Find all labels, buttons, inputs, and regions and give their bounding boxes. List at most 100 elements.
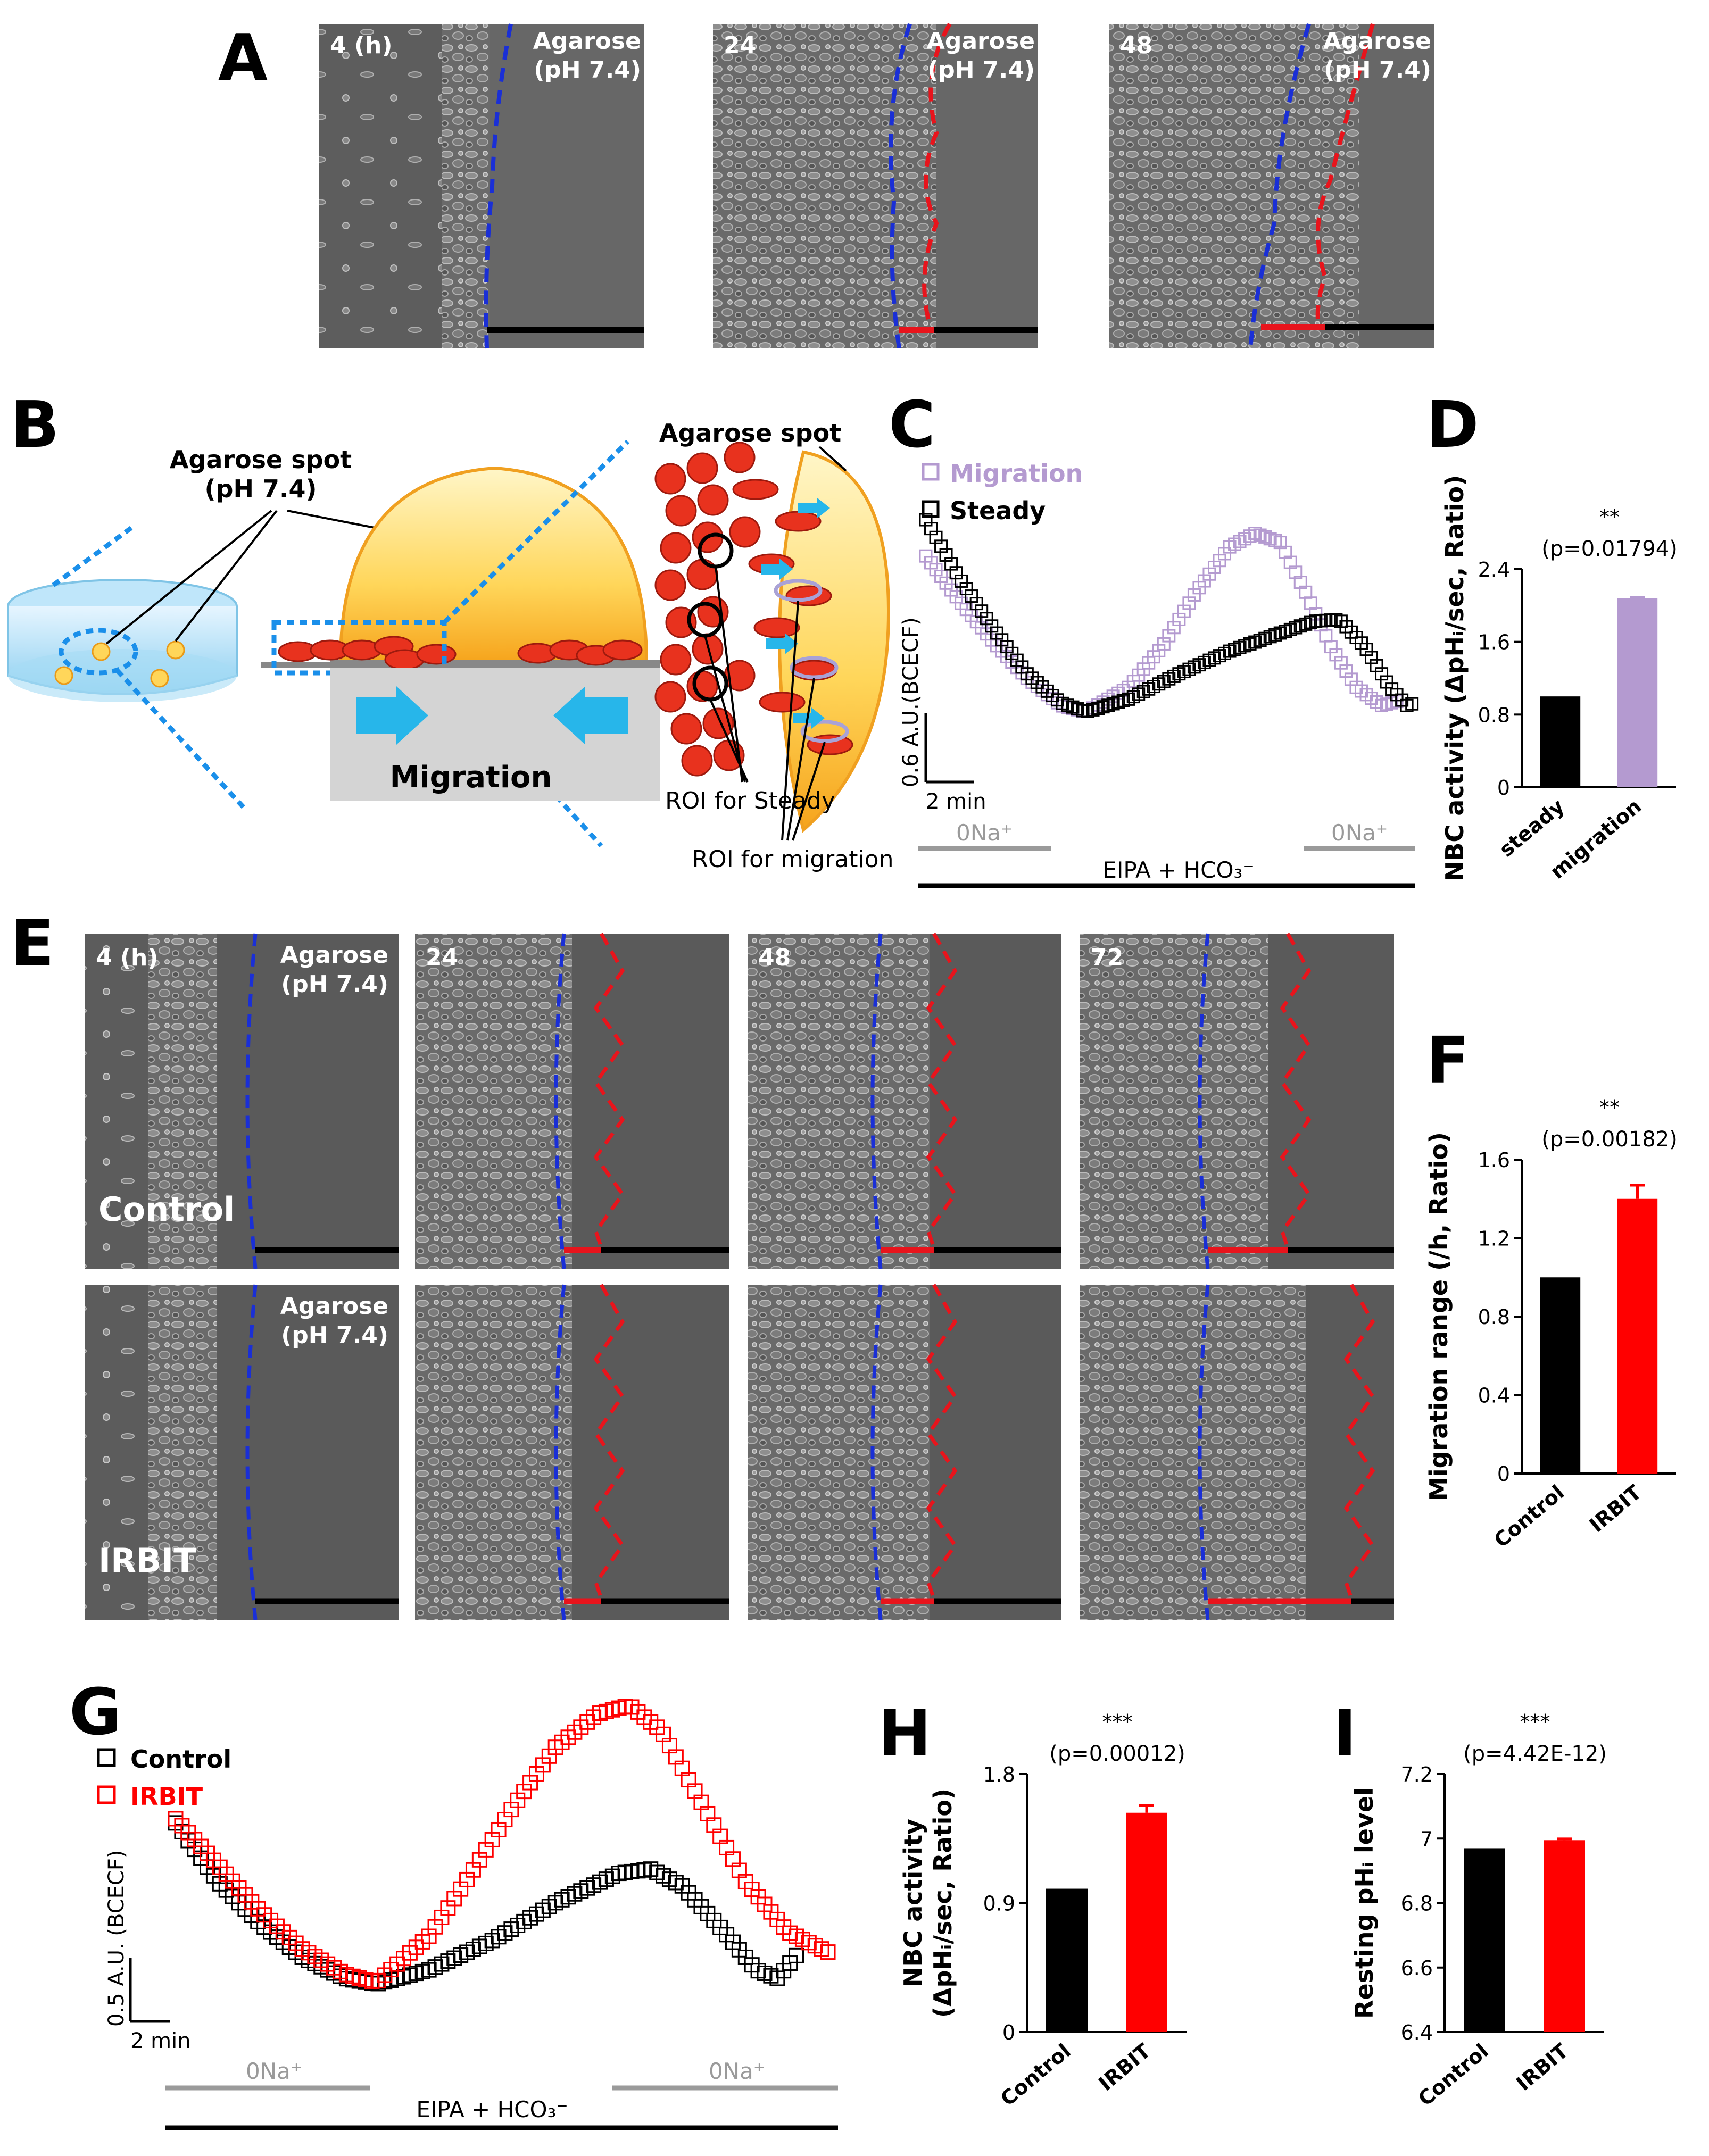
chart-h-significance: ***: [1102, 1710, 1133, 1734]
chart-i-ylabel: Resting pHᵢ level: [1350, 1787, 1379, 2019]
chart-c-legend-migration: Migration: [950, 459, 1083, 488]
chart-g-protocol-left: 0Na⁺: [246, 2058, 302, 2084]
panel-letter-f: F: [1426, 1024, 1470, 1098]
chart-f-ytick-label: 0.4: [1478, 1384, 1510, 1408]
panel-a-agarose-2: Agarose: [927, 28, 1035, 55]
chart-h-ytick-label: 1.8: [983, 1763, 1015, 1786]
chart-d-ytick-label: 2.4: [1478, 558, 1510, 581]
panel-e-cell-layer: [415, 1285, 572, 1620]
panel-e-timepoint: 4 (h): [96, 944, 158, 971]
panel-e-agarose-label: Agarose: [280, 942, 388, 969]
panel-e-timepoint: 24: [426, 944, 458, 971]
chart-f-ytick-label: 0.8: [1478, 1305, 1510, 1329]
chart-d-ylabel: NBC activity (ΔpHᵢ/sec, Ratio): [1440, 475, 1469, 881]
chart-i-ytick-label: 7.2: [1401, 1763, 1433, 1786]
chart-c-legend-steady: Steady: [950, 496, 1046, 525]
panel-e-cell-edge: [148, 934, 217, 1269]
panel-letter-i: I: [1333, 1697, 1357, 1771]
panel-letter-e: E: [11, 907, 54, 981]
panel-e-red-line: [1343, 1284, 1375, 1600]
panel-a-agarose-1: Agarose: [533, 28, 641, 55]
chart-h-bar-control: [1046, 1888, 1088, 2032]
panel-a-ph-2: (pH 7.4): [927, 56, 1035, 84]
panel-e-blue-line: [870, 1284, 883, 1620]
chart-d-ytick-label: 0.8: [1478, 703, 1510, 727]
chart-i-ytick-label: 7: [1420, 1827, 1433, 1851]
panel-e-red-line: [1280, 933, 1312, 1248]
chart-i-ytick-label: 6.4: [1401, 2021, 1433, 2044]
chart-f-ytick-label: 1.2: [1478, 1227, 1510, 1251]
chart-h-ylabel-1: NBC activity: [899, 1819, 927, 1987]
chart-d-bar-migration: [1617, 598, 1658, 787]
chart-i-ytick-label: 6.8: [1401, 1892, 1433, 1916]
chart-f-ytick-label: 1.6: [1478, 1148, 1510, 1172]
chart-h-category-label: Control: [996, 2039, 1075, 2111]
panel-b-schematic: Agarose spot (pH 7.4) Migration: [7, 419, 894, 873]
chart-i-category-label: Control: [1414, 2039, 1493, 2111]
chart-f-ytick-label: 0: [1497, 1462, 1510, 1486]
chart-c-marks-point-migration: [1304, 596, 1317, 610]
chart-f-bar-control: [1540, 1277, 1581, 1474]
chart-i-bar-irbit: [1544, 1840, 1585, 2032]
chart-i-category-label: IRBIT: [1512, 2039, 1572, 2095]
chart-d-pvalue: (p=0.01794): [1541, 537, 1678, 561]
panel-b-roi-steady: ROI for Steady: [665, 787, 835, 814]
panel-e-row-label: IRBIT: [98, 1541, 196, 1580]
chart-h-category-label: IRBIT: [1094, 2039, 1155, 2095]
panel-letter-g: G: [69, 1676, 122, 1750]
panel-a-time-1: 4 (h): [330, 32, 392, 59]
chart-g: Control IRBIT 0.5 A.U. (BCECF) 2 min 0Na…: [97, 1699, 838, 2130]
panel-e-row-label: Control: [98, 1190, 235, 1229]
panel-letter-c: C: [889, 388, 935, 462]
panel-a-ph-1: (pH 7.4): [534, 56, 641, 84]
panel-a-ph-3: (pH 7.4): [1324, 56, 1431, 84]
panel-e-blue-line: [245, 933, 258, 1269]
chart-f-category-label: Control: [1490, 1480, 1569, 1552]
chart-h-bar-irbit: [1126, 1812, 1167, 2032]
chart-d-category-label: steady: [1495, 794, 1569, 862]
chart-i-pvalue: (p=4.42E-12): [1463, 1742, 1607, 1766]
panel-e-ph-label: (pH 7.4): [281, 1322, 388, 1349]
panel-letter-b: B: [11, 388, 59, 462]
panel-e-red-line: [926, 933, 958, 1248]
chart-h: 0 0.9 1.8 Control IRBIT *** (p=0.00012) NBC act…: [899, 1710, 1187, 2111]
chart-h-ytick-label: 0: [1002, 2021, 1015, 2044]
panel-e-red-line: [926, 1284, 958, 1600]
panel-a-image-1: 4 (h) Agarose (pH 7.4): [319, 23, 644, 349]
chart-g-marks-point-irbit: [820, 1944, 836, 1960]
chart-d-ytick-label: 0: [1497, 776, 1510, 800]
chart-g-scalebar-y: 0.5 A.U. (BCECF): [104, 1850, 129, 2027]
chart-f-pvalue: (p=0.00182): [1541, 1127, 1678, 1152]
chart-c-protocol-middle: EIPA + HCO₃⁻: [1102, 857, 1254, 883]
chart-f-significance: **: [1599, 1096, 1620, 1119]
chart-i: 6.4 6.6 6.8 7 7.2 Control IRBIT *** (p=4.42E-12)…: [1350, 1710, 1607, 2111]
panel-b-migration-label: Migration: [390, 760, 552, 795]
panel-a-time-2: 24: [724, 32, 756, 59]
panel-a-time-3: 48: [1120, 32, 1152, 59]
panel-e-blue-line: [554, 1284, 566, 1620]
chart-h-ytick-label: 0.9: [983, 1892, 1015, 1916]
chart-g-protocol-middle: EIPA + HCO₃⁻: [416, 2096, 568, 2122]
panel-b-spot-label-2: (pH 7.4): [205, 475, 317, 503]
chart-h-pvalue: (p=0.00012): [1049, 1742, 1185, 1766]
panel-b-spot-label-1: Agarose spot: [170, 445, 352, 474]
chart-c-scalebar-y: 0.6 A.U.(BCECF): [899, 617, 923, 787]
panel-a-image-3: 48 Agarose (pH 7.4): [1109, 23, 1434, 349]
panel-e-cell-layer: [748, 934, 930, 1269]
panel-e-blue-line: [245, 1284, 258, 1620]
chart-i-bar-control: [1464, 1848, 1505, 2032]
chart-g-scalebar-x: 2 min: [130, 2029, 191, 2053]
panel-e-blue-line: [554, 933, 566, 1269]
panel-e-timepoint: 72: [1091, 944, 1123, 971]
panel-e-cell-layer: [415, 934, 572, 1269]
panel-e-cell-edge: [148, 1285, 217, 1620]
panel-e-blue-line: [870, 933, 883, 1269]
chart-g-protocol-right: 0Na⁺: [709, 2058, 765, 2084]
chart-c-scalebar-x: 2 min: [926, 789, 986, 814]
chart-d-bar-steady: [1540, 696, 1581, 787]
chart-d-significance: **: [1599, 505, 1620, 529]
panel-e-blue-line: [1198, 1284, 1210, 1620]
panel-e-red-line: [593, 933, 625, 1248]
